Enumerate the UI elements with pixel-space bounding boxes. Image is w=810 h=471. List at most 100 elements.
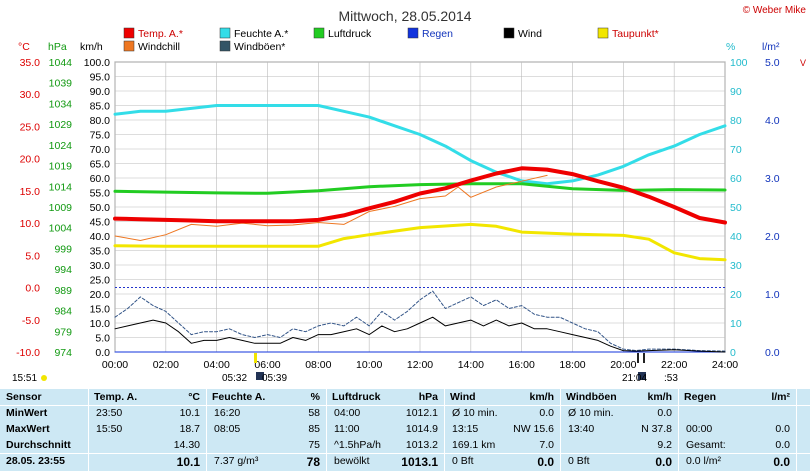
stats-label: Windböen (566, 391, 617, 403)
humidity-tick-label: 80 (730, 115, 742, 127)
stats-label: 23:50 (96, 407, 123, 419)
stats-label: 04:00 (334, 407, 361, 419)
time-tick-label: 06:00 (254, 359, 280, 371)
pressure-tick-label: 999 (54, 243, 72, 255)
stats-value: % (310, 391, 320, 403)
stats-row-label: 28.05. 23:55 (6, 455, 65, 467)
temp-axis-unit: °C (18, 41, 30, 53)
pressure-tick-label: 1014 (49, 181, 73, 193)
stats-value: 10.1 (179, 407, 200, 419)
series-line-wind (114, 316, 726, 353)
stats-label: 15:50 (96, 423, 123, 435)
wind-tick-label: 90.0 (90, 86, 111, 98)
sun-moon-markers (41, 353, 646, 381)
stats-value: 18.7 (179, 423, 200, 435)
temp-tick-label: 35.0 (20, 57, 41, 69)
legend-label: Luftdruck (328, 28, 372, 40)
pressure-tick-label: 974 (54, 347, 72, 359)
series-line-temp-a (113, 166, 727, 225)
chart-title: Mittwoch, 28.05.2014 (338, 8, 471, 24)
sunrise-time: 05:32 (222, 373, 247, 384)
legend-label: Windchill (138, 41, 180, 53)
pressure-tick-label: 994 (54, 264, 72, 276)
stats-label: 16:20 (214, 407, 241, 419)
wind-tick-label: 60.0 (90, 173, 111, 185)
wind-tick-label: 70.0 (90, 144, 111, 156)
stats-value: 1012.1 (405, 407, 438, 419)
column-divider (678, 389, 679, 471)
humidity-tick-label: 60 (730, 173, 742, 185)
series-line-windchill (114, 174, 548, 241)
stats-label: Ø 10 min. (568, 407, 614, 419)
sunset-time: 21:04 (622, 373, 647, 384)
wind-tick-label: 15.0 (90, 304, 111, 316)
pressure-tick-label: 1019 (49, 161, 73, 173)
wind-tick-label: 95.0 (90, 72, 111, 84)
rain-tick-label: 4.0 (765, 115, 780, 127)
stats-row-label: Durchschnitt (6, 439, 71, 451)
stats-label: ^1.5hPa/h (334, 439, 381, 451)
sun-icon (41, 375, 47, 381)
stats-label: Feuchte A. (212, 391, 266, 403)
humidity-tick-label: 0 (730, 347, 736, 359)
rain-tick-label: 2.0 (765, 231, 780, 243)
wind-tick-label: 55.0 (90, 188, 111, 200)
stats-label: 08:05 (214, 423, 241, 435)
stats-value: 0.0 (775, 439, 790, 451)
temp-tick-label: 5.0 (25, 250, 40, 262)
series-line-windb-en (114, 290, 726, 352)
sunset-marker (637, 353, 639, 363)
series-line-luftdruck (113, 182, 727, 195)
stats-value: 1014.9 (405, 423, 438, 435)
rain-tick-label: 0.0 (765, 347, 780, 359)
weather-chart: Mittwoch, 28.05.2014 © Weber Mike V Temp… (0, 0, 810, 389)
wind-tick-label: 35.0 (90, 246, 111, 258)
stats-value: 9.2 (657, 439, 672, 451)
legend-swatch (219, 27, 231, 39)
legend-label: Taupunkt* (612, 28, 659, 40)
rain-tick-label: 1.0 (765, 289, 780, 301)
humidity-axis-unit: % (726, 41, 735, 53)
stats-value: 0.0 (775, 423, 790, 435)
wind-tick-label: 85.0 (90, 101, 111, 113)
stats-value: km/h (647, 391, 672, 403)
stats-value: km/h (529, 391, 554, 403)
wind-tick-label: 80.0 (90, 115, 111, 127)
temp-tick-label: 30.0 (20, 89, 41, 101)
wind-tick-label: 30.0 (90, 260, 111, 272)
time-tick-label: 10:00 (356, 359, 382, 371)
legend-swatch (219, 40, 231, 52)
stats-value: l/m² (771, 391, 790, 403)
stats-value: °C (188, 391, 200, 403)
rain-axis-unit: l/m² (762, 41, 780, 53)
stats-value: NW 15.6 (513, 423, 554, 435)
time-tick-label: 04:00 (204, 359, 230, 371)
wind-tick-label: 25.0 (90, 275, 111, 287)
chart-background (0, 0, 810, 389)
stats-row-label: Sensor (6, 391, 42, 403)
wind-tick-label: 40.0 (90, 231, 111, 243)
legend-swatch (313, 27, 325, 39)
pressure-tick-label: 1044 (49, 57, 73, 69)
rain-tick-label: 5.0 (765, 57, 780, 69)
legend-swatch (123, 27, 135, 39)
series-line-feuchte-a (113, 104, 727, 186)
legend-swatch (407, 27, 419, 39)
stats-row-label: MaxWert (6, 423, 50, 435)
legend-swatch (597, 27, 609, 39)
time-tick-label: 08:00 (305, 359, 331, 371)
stats-label: Wind (450, 391, 476, 403)
legend: Temp. A.* Feuchte A.* Luftdruck Regen Wind Ta… (123, 27, 659, 53)
pressure-tick-label: 979 (54, 326, 72, 338)
moonrise-time: 05:39 (262, 373, 287, 384)
stats-value: hPa (418, 391, 438, 403)
time-tick-label: 18:00 (559, 359, 585, 371)
column-divider (560, 389, 561, 471)
humidity-tick-label: 70 (730, 144, 742, 156)
wind-tick-label: 45.0 (90, 217, 111, 229)
stats-value: 0.0 (657, 407, 672, 419)
time-tick-label: 14:00 (458, 359, 484, 371)
humidity-tick-label: 90 (730, 86, 742, 98)
stats-label: Gesamt: (686, 439, 726, 451)
stats-label: Luftdruck (332, 391, 381, 403)
